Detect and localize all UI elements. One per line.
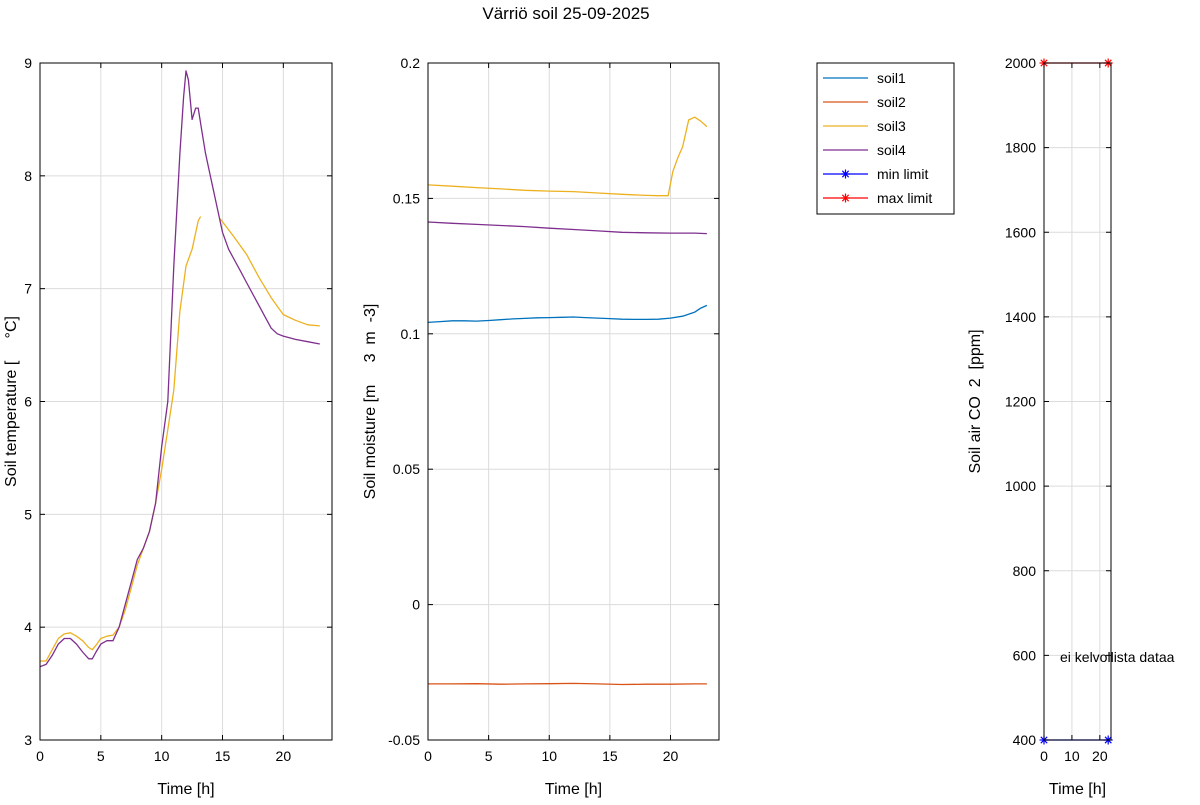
y-tick-label: 5 [24,506,32,522]
y-axis-label: Soil air CO 2 [ppm] [967,329,984,473]
legend-entry: soil2 [823,94,906,110]
y-axis-label: Soil temperature [ °C] [3,316,20,487]
x-tick-label: 15 [602,748,618,764]
y-tick-label: 1400 [1005,309,1036,325]
x-tick-label: 5 [485,748,493,764]
x-tick-label: 10 [541,748,557,764]
x-axis-label: Time [h] [157,781,214,798]
legend-entry: soil1 [823,70,906,86]
legend-label: soil4 [877,142,906,158]
y-tick-label: 4 [24,619,32,635]
series-soil2 [428,682,707,686]
x-tick-label: 0 [36,748,44,764]
legend: soil1 soil2 soil3 soil4 min limit max limit [816,62,955,215]
series-3 [39,70,320,668]
x-axis-label: Time [h] [1049,781,1106,798]
legend-label: soil2 [877,94,906,110]
y-tick-label: 0.15 [393,190,420,206]
panel-1: 0 5 10 15 20 3 4 5 6 7 8 9 Time [h] Soil temperature … [3,55,333,798]
y-tick-label: 1600 [1005,224,1036,240]
series-soil1 [427,304,708,324]
legend-entry: soil3 [823,118,906,134]
y-tick-label: 1000 [1005,478,1036,494]
y-tick-label: 600 [1013,647,1037,663]
legend-box [816,62,955,215]
legend-label: min limit [877,166,928,182]
y-tick-label: 0.2 [401,55,421,71]
no-data-annotation: ei kelvollista dataa [1060,649,1175,665]
x-tick-label: 10 [1064,748,1080,764]
y-tick-label: 800 [1013,563,1037,579]
axis-ticks: 0 10 20 400 600 800 1000 1200 1400 1600 1800 2000 [1005,55,1111,764]
y-tick-label: 9 [24,55,32,71]
grid-lines [40,63,332,740]
series-line [428,682,707,686]
legend-marker [841,193,850,203]
legend-entry: max limit [823,190,932,206]
legend-entry: min limit [823,166,928,182]
legend-label: soil3 [877,118,906,134]
series-line [427,304,708,324]
legend-marker [841,169,850,179]
y-tick-label: 7 [24,281,32,297]
grid-lines [428,63,719,740]
y-tick-label: 3 [24,732,32,748]
x-axis-label: Time [h] [545,781,602,798]
chart-title: Värriö soil 25-09-2025 [482,4,649,23]
legend-entry: soil4 [823,142,906,158]
series-line [427,116,708,197]
x-tick-label: 0 [1040,748,1048,764]
y-tick-label: -0.05 [388,732,420,748]
panel-3: 0 10 20 400 600 800 1000 1200 1400 1600 1800 2000 Ti… [967,55,1175,798]
series-soil4 [427,221,707,235]
y-tick-label: 0 [412,597,420,613]
x-tick-label: 15 [215,748,231,764]
y-tick-label: 1200 [1005,394,1036,410]
y-axis-label: Soil moisture [m 3 m -3] [362,304,379,500]
series-line [40,216,202,662]
y-tick-label: 0.05 [393,461,420,477]
x-tick-label: 20 [663,748,679,764]
y-tick-label: 400 [1013,732,1037,748]
legend-label: soil1 [877,70,906,86]
series-1 [40,216,202,662]
y-tick-label: 1800 [1005,140,1036,156]
x-tick-label: 20 [276,748,292,764]
grid-lines [1044,63,1111,740]
series-2 [219,218,320,327]
legend-label: max limit [877,190,932,206]
plot-frame [427,62,720,741]
y-tick-label: 8 [24,168,32,184]
series-line [219,218,320,327]
axis-ticks: 0 5 10 15 20 3 4 5 6 7 8 9 [24,55,332,764]
series-soil3 [427,116,708,197]
x-tick-label: 10 [154,748,170,764]
x-tick-label: 20 [1092,748,1108,764]
series-line [39,70,320,668]
x-tick-label: 5 [97,748,105,764]
y-tick-label: 2000 [1005,55,1036,71]
series-line [427,221,707,235]
y-tick-label: 0.1 [401,326,421,342]
y-tick-label: 6 [24,394,32,410]
x-tick-label: 0 [424,748,432,764]
